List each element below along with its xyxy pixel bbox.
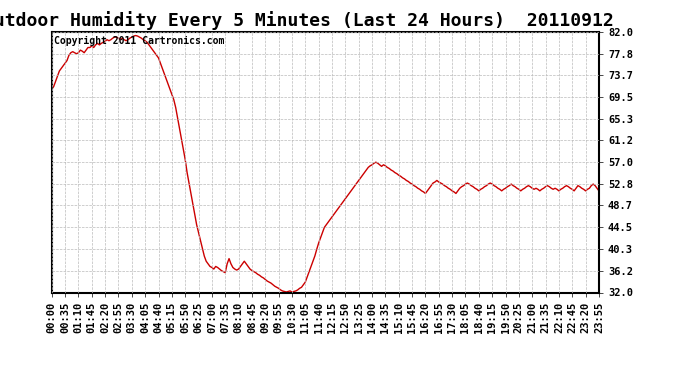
- Title: Outdoor Humidity Every 5 Minutes (Last 24 Hours)  20110912: Outdoor Humidity Every 5 Minutes (Last 2…: [0, 11, 613, 30]
- Text: Copyright 2011 Cartronics.com: Copyright 2011 Cartronics.com: [55, 36, 225, 46]
